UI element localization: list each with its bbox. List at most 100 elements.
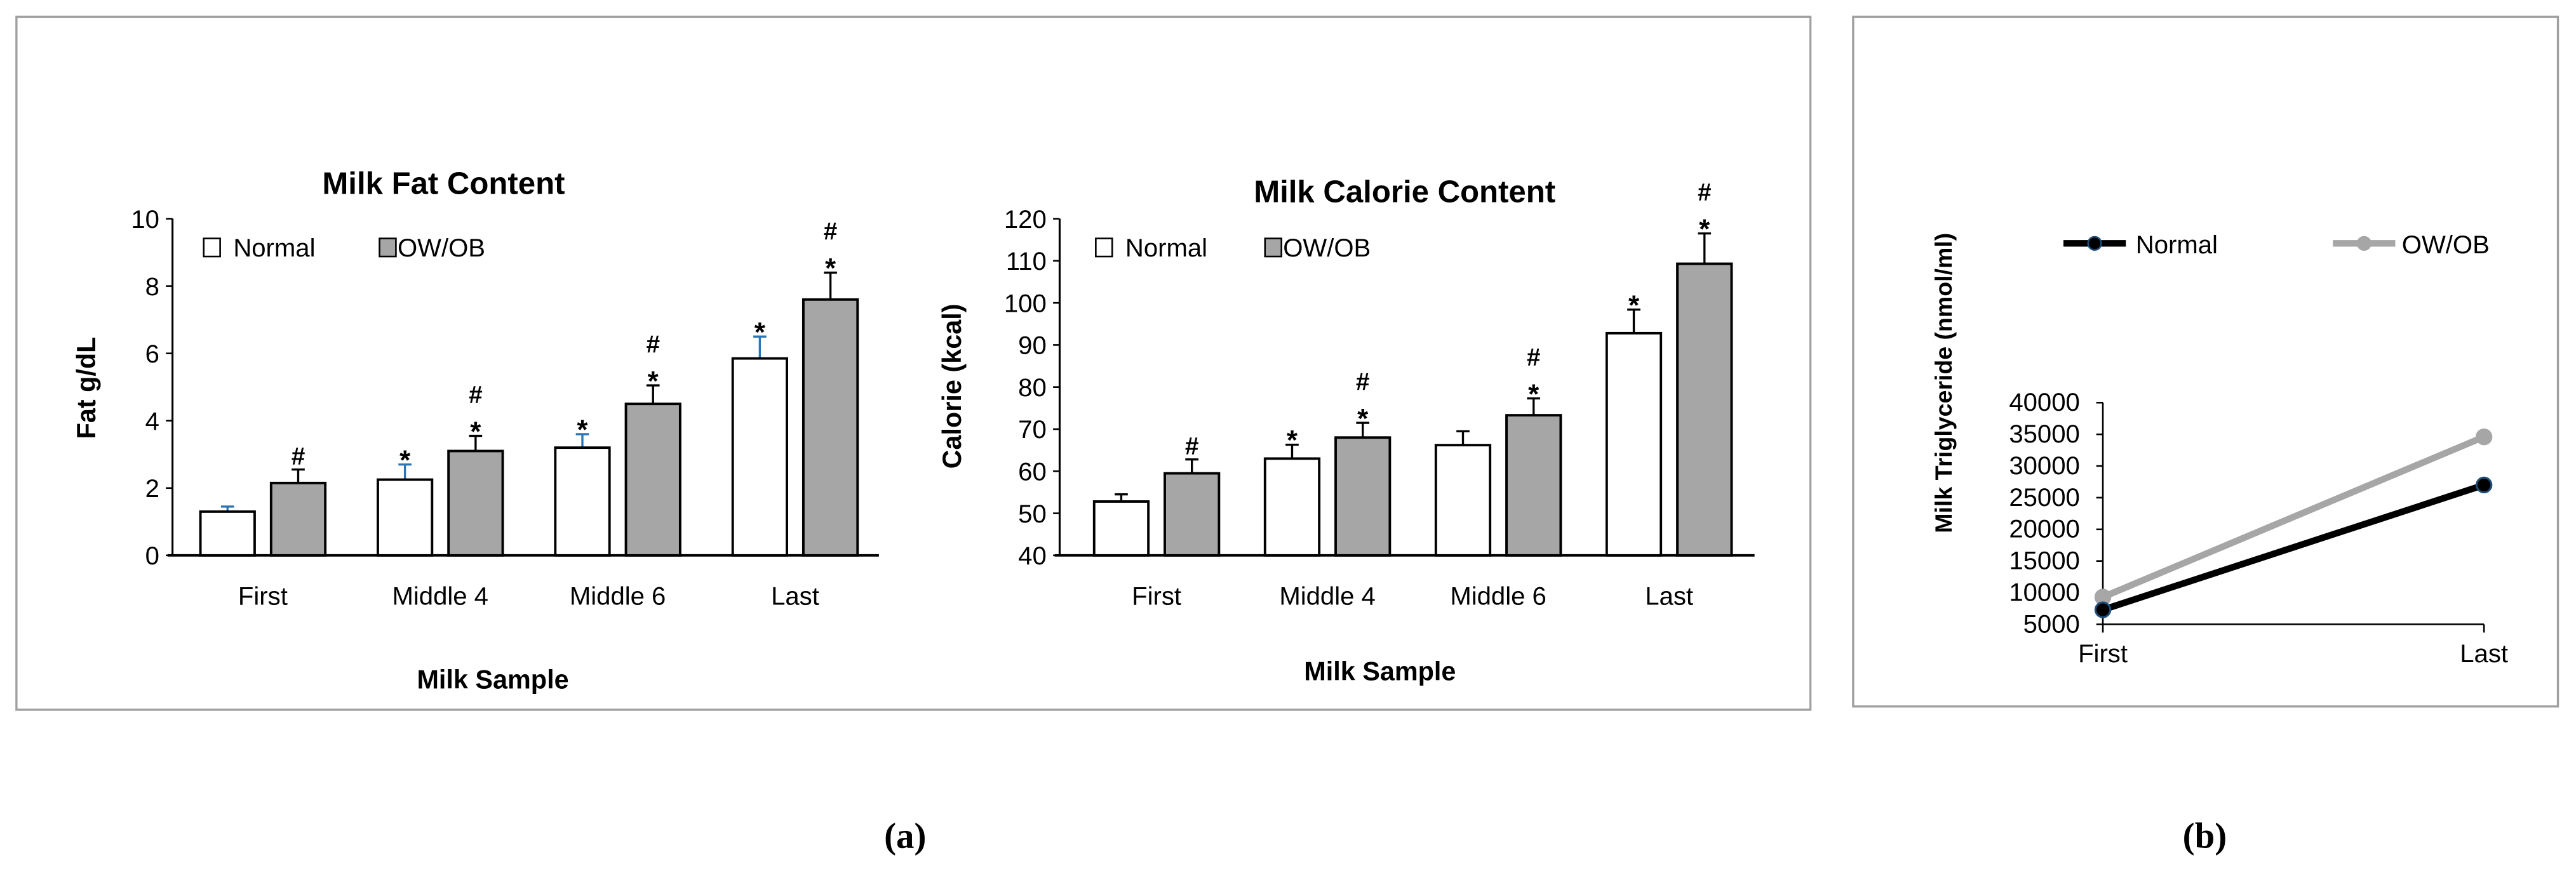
x-tick-label: First [2078,640,2128,668]
legend-owob-swatch [379,237,397,258]
significance-hash: # [1698,179,1712,206]
normal-bar [1263,457,1321,557]
panel-label-b: (b) [2183,816,2227,856]
y-tick-label: 90 [1018,332,1047,360]
legend-normal-swatch [1095,237,1113,258]
significance-hash: # [1527,344,1541,371]
y-tick-label: 20000 [2009,515,2079,543]
x-axis-label: Milk Sample [1304,656,1456,686]
normal-bar [377,478,434,557]
owob-bar [1164,472,1221,557]
normal-bar [1605,331,1663,557]
owob-bar [1676,262,1733,557]
y-tick-label: 40000 [2009,389,2079,416]
legend-owob-label: OW/OB [398,234,485,262]
owob-bar [1505,414,1562,557]
y-tick-label: 2 [145,475,159,503]
chart-title: Milk Calorie Content [1254,175,1555,209]
legend-owob-swatch [1264,237,1282,258]
x-tick-label: Last [2460,640,2508,668]
legend-marker [2087,236,2102,251]
significance-star: * [648,366,659,397]
legend-label: OW/OB [2402,231,2490,259]
y-tick-label: 110 [1006,248,1047,276]
legend-normal-swatch [203,237,221,258]
milk-calorie-chart: Milk Calorie Content 40 50 60 70 80 90 100 110 12… [937,175,1755,686]
significance-hash: # [646,331,660,358]
y-tick-label: 4 [145,408,159,436]
significance-hash: # [1185,433,1199,460]
significance-star: * [755,317,766,348]
milk-triglyceride-chart: 5000 10000 15000 20000 25000 30000 35000 40000 F… [1930,231,2508,668]
owob-bar [269,481,327,557]
y-tick-label: 120 [1004,206,1047,234]
y-tick-label: 0 [145,542,159,570]
y-axis-label: Fat g/dL [72,337,101,439]
y-axis-label: Calorie (kcal) [937,303,967,469]
owob-bar [1334,436,1392,557]
normal-bar [199,510,256,557]
panel-a-frame [15,15,1812,711]
legend-marker [2356,236,2371,251]
owob-bar [802,298,859,557]
y-tick-label: 50 [1018,500,1047,528]
y-tick-label: 70 [1018,416,1047,444]
significance-star: * [1628,289,1640,321]
significance-star: * [825,253,836,284]
legend-normal-label: Normal [233,234,315,262]
y-tick-label: 8 [145,273,159,301]
significance-star: * [1528,378,1540,409]
significance-star: * [577,415,588,446]
owob-line [2102,434,2486,601]
normal-bar [731,357,788,557]
chart-title: Milk Fat Content [322,167,565,201]
significance-hash: # [292,443,305,470]
y-axis-label: Milk Triglyceride (nmol/ml) [1930,233,1957,533]
panel-label-a: (a) [884,816,926,856]
normal-marker [2094,601,2112,618]
x-tick-label: First [238,582,288,610]
x-axis-label: Milk Sample [417,665,568,694]
owob-bar [624,402,681,557]
x-tick-label: Middle 6 [1450,582,1546,610]
y-tick-label: 100 [1004,289,1047,317]
y-tick-label: 6 [145,340,159,368]
x-tick-label: First [1132,582,1181,610]
y-tick-label: 30000 [2009,452,2079,480]
legend-label: Normal [2136,231,2218,259]
y-tick-label: 5000 [2023,610,2080,638]
normal-bar [1434,444,1492,557]
normal-bar [554,446,611,557]
x-tick-label: Last [771,582,819,610]
y-tick-label: 35000 [2009,420,2079,448]
significance-star: * [1699,214,1710,245]
y-tick-label: 60 [1018,458,1047,486]
x-tick-label: Middle 4 [392,582,488,610]
legend-owob-label: OW/OB [1283,234,1371,262]
milk-fat-chart: Milk Fat Content 0 2 4 6 8 10 Fat g/dL Milk Samp… [72,167,879,694]
normal-bar [1092,500,1150,557]
y-tick-label: 15000 [2009,547,2079,575]
y-tick-label: 80 [1018,374,1047,402]
y-tick-label: 25000 [2009,484,2079,512]
legend-normal-label: Normal [1125,234,1207,262]
significance-star: * [399,444,411,475]
significance-hash: # [824,218,838,246]
y-tick-label: 10000 [2009,579,2079,607]
x-tick-label: Middle 6 [570,582,666,610]
y-tick-label: 40 [1018,542,1047,570]
panel-b-frame [1852,15,2559,708]
significance-star: * [1357,403,1369,434]
significance-star: * [1287,425,1298,456]
significance-hash: # [469,382,483,409]
owob-bar [447,449,504,557]
x-tick-label: Last [1645,582,1693,610]
x-tick-label: Middle 4 [1279,582,1376,610]
significance-hash: # [1356,368,1370,396]
owob-marker [2475,428,2493,446]
normal-line [2102,482,2485,613]
y-tick-label: 10 [131,206,159,234]
significance-star: * [470,416,481,447]
normal-marker [2475,476,2493,494]
